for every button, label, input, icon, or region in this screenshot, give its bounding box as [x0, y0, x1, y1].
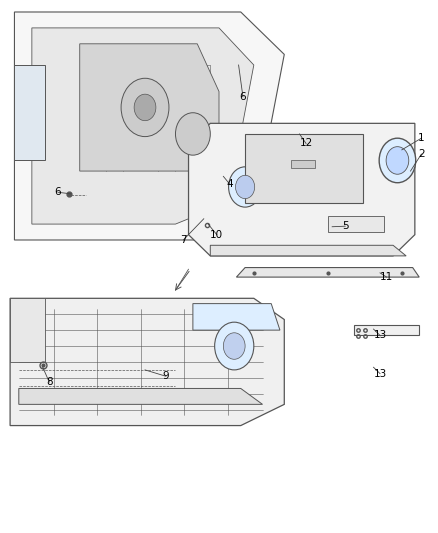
- Circle shape: [379, 138, 416, 183]
- Text: 7: 7: [180, 235, 187, 245]
- Circle shape: [386, 147, 409, 174]
- Polygon shape: [245, 134, 363, 203]
- Text: 12: 12: [300, 139, 313, 149]
- Text: 11: 11: [380, 272, 393, 282]
- Polygon shape: [10, 298, 284, 425]
- Polygon shape: [188, 123, 415, 256]
- Text: 10: 10: [210, 230, 223, 240]
- Text: 13: 13: [374, 330, 387, 341]
- Polygon shape: [291, 160, 315, 168]
- Circle shape: [223, 333, 245, 359]
- Polygon shape: [328, 216, 385, 232]
- Text: 9: 9: [162, 372, 169, 381]
- Circle shape: [229, 167, 261, 207]
- Text: 4: 4: [226, 179, 233, 189]
- Circle shape: [236, 175, 254, 199]
- Text: 13: 13: [374, 369, 387, 378]
- Polygon shape: [14, 12, 284, 240]
- Circle shape: [121, 78, 169, 136]
- Text: 2: 2: [418, 149, 425, 159]
- Polygon shape: [193, 304, 280, 330]
- Text: 6: 6: [55, 187, 61, 197]
- Polygon shape: [80, 44, 219, 171]
- Circle shape: [134, 94, 156, 120]
- Polygon shape: [10, 298, 45, 362]
- Circle shape: [215, 322, 254, 370]
- Polygon shape: [354, 325, 419, 335]
- Text: 8: 8: [46, 377, 53, 387]
- Polygon shape: [237, 268, 419, 277]
- Text: 5: 5: [342, 221, 349, 231]
- Circle shape: [176, 113, 210, 155]
- Polygon shape: [32, 28, 254, 224]
- Polygon shape: [14, 65, 45, 160]
- Text: 6: 6: [240, 92, 246, 102]
- Text: 1: 1: [418, 133, 425, 143]
- Polygon shape: [19, 389, 262, 405]
- Polygon shape: [210, 245, 406, 256]
